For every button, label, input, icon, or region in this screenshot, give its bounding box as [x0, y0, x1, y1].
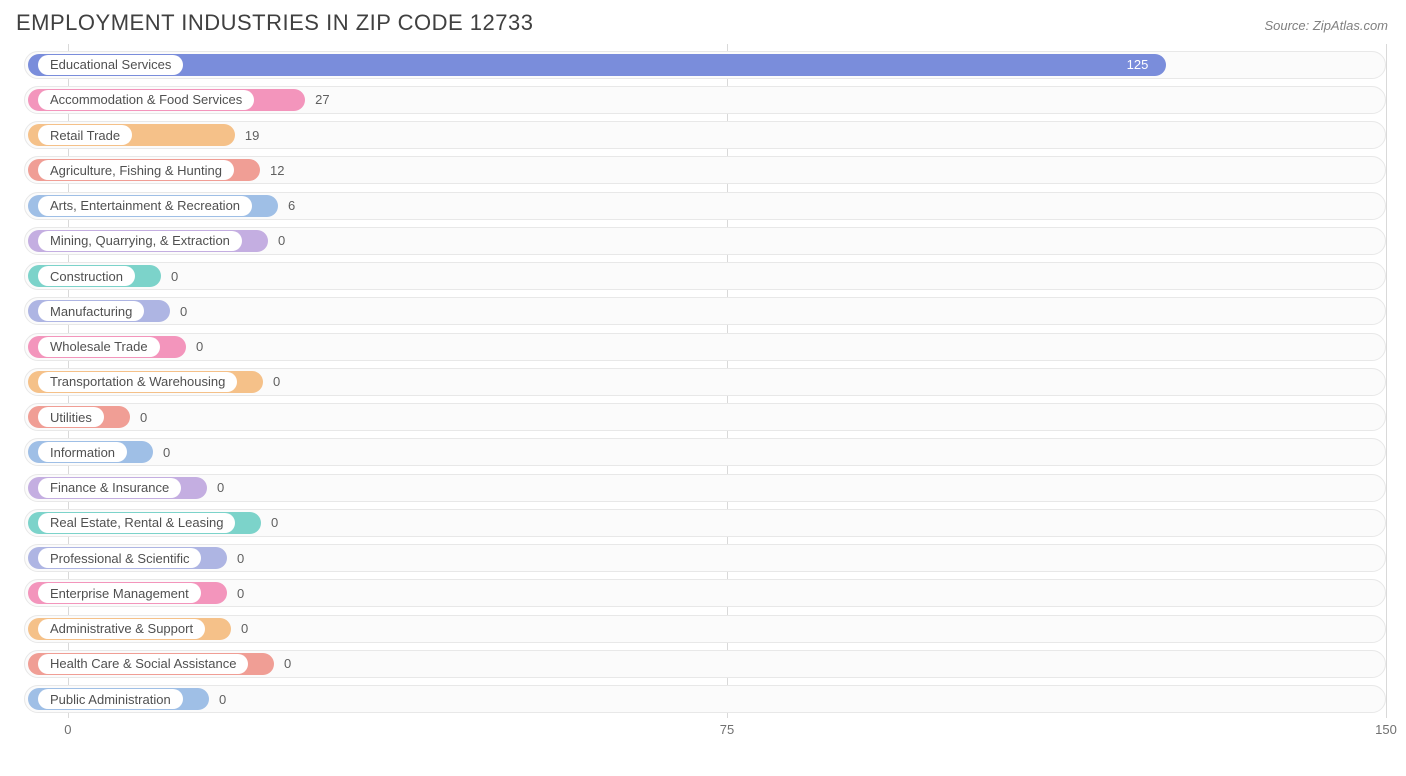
gridline [1386, 44, 1387, 718]
x-tick: 0 [64, 722, 71, 737]
bar-label: Arts, Entertainment & Recreation [38, 196, 252, 216]
bar-row: Retail Trade 19 [24, 121, 1386, 149]
employment-chart: Educational Services 125 Accommodation & F… [10, 44, 1396, 744]
bar-label: Real Estate, Rental & Leasing [38, 513, 235, 533]
bar-value: 19 [245, 121, 259, 149]
bar-track [24, 579, 1386, 607]
bar-track [24, 685, 1386, 713]
bar-row: Administrative & Support 0 [24, 615, 1386, 643]
bar-label: Educational Services [38, 55, 183, 75]
bar-row: Public Administration 0 [24, 685, 1386, 713]
bar-row: Health Care & Social Assistance 0 [24, 650, 1386, 678]
bar-label: Health Care & Social Assistance [38, 654, 248, 674]
bar-row: Agriculture, Fishing & Hunting 12 [24, 156, 1386, 184]
bar-row: Utilities 0 [24, 403, 1386, 431]
bar-label: Finance & Insurance [38, 478, 181, 498]
bar-label: Utilities [38, 407, 104, 427]
x-tick: 150 [1375, 722, 1397, 737]
bar-label: Enterprise Management [38, 583, 201, 603]
bar-row: Transportation & Warehousing 0 [24, 368, 1386, 396]
bar-value: 6 [288, 192, 295, 220]
bar-value: 0 [237, 579, 244, 607]
chart-title: EMPLOYMENT INDUSTRIES IN ZIP CODE 12733 [16, 10, 534, 36]
bar-label: Information [38, 442, 127, 462]
chart-header: EMPLOYMENT INDUSTRIES IN ZIP CODE 12733 … [10, 10, 1396, 44]
bar-label: Mining, Quarrying, & Extraction [38, 231, 242, 251]
bar-value: 0 [237, 544, 244, 572]
bar-track [24, 403, 1386, 431]
bar-value: 0 [241, 615, 248, 643]
bar-row: Accommodation & Food Services 27 [24, 86, 1386, 114]
bar-value: 0 [273, 368, 280, 396]
bar-row: Arts, Entertainment & Recreation 6 [24, 192, 1386, 220]
bar-row: Educational Services 125 [24, 51, 1386, 79]
bar-value: 0 [180, 297, 187, 325]
bar-row: Wholesale Trade 0 [24, 333, 1386, 361]
bar-row: Real Estate, Rental & Leasing 0 [24, 509, 1386, 537]
bar-row: Information 0 [24, 438, 1386, 466]
bar-label: Retail Trade [38, 125, 132, 145]
bar-value: 0 [271, 509, 278, 537]
bar-value: 0 [217, 474, 224, 502]
bar-label: Wholesale Trade [38, 337, 160, 357]
bar-value: 0 [284, 650, 291, 678]
bar-label: Agriculture, Fishing & Hunting [38, 160, 234, 180]
bar-value: 0 [140, 403, 147, 431]
bar-label: Construction [38, 266, 135, 286]
bar-track [24, 544, 1386, 572]
bar-label: Public Administration [38, 689, 183, 709]
bar-row: Finance & Insurance 0 [24, 474, 1386, 502]
bar-row: Construction 0 [24, 262, 1386, 290]
bar-value: 27 [315, 86, 329, 114]
bar-value: 0 [196, 333, 203, 361]
bar-row: Professional & Scientific 0 [24, 544, 1386, 572]
bar-label: Accommodation & Food Services [38, 90, 254, 110]
bar-row: Manufacturing 0 [24, 297, 1386, 325]
bar-value: 0 [171, 262, 178, 290]
bar-track [24, 262, 1386, 290]
bar-track [24, 333, 1386, 361]
bar-fill [28, 54, 1166, 76]
bar-value: 0 [163, 438, 170, 466]
x-axis: 075150 [24, 720, 1386, 744]
bar-row: Enterprise Management 0 [24, 579, 1386, 607]
bar-label: Administrative & Support [38, 619, 205, 639]
bar-value: 0 [278, 227, 285, 255]
bar-label: Professional & Scientific [38, 548, 201, 568]
bar-value: 125 [1127, 51, 1149, 79]
bar-label: Transportation & Warehousing [38, 372, 237, 392]
bar-track [24, 297, 1386, 325]
bar-label: Manufacturing [38, 301, 144, 321]
bar-value: 0 [219, 685, 226, 713]
bar-row: Mining, Quarrying, & Extraction 0 [24, 227, 1386, 255]
bar-track [24, 438, 1386, 466]
bar-track [24, 474, 1386, 502]
x-tick: 75 [720, 722, 734, 737]
bar-value: 12 [270, 156, 284, 184]
chart-source: Source: ZipAtlas.com [1264, 18, 1388, 33]
plot-area: Educational Services 125 Accommodation & F… [24, 44, 1386, 718]
